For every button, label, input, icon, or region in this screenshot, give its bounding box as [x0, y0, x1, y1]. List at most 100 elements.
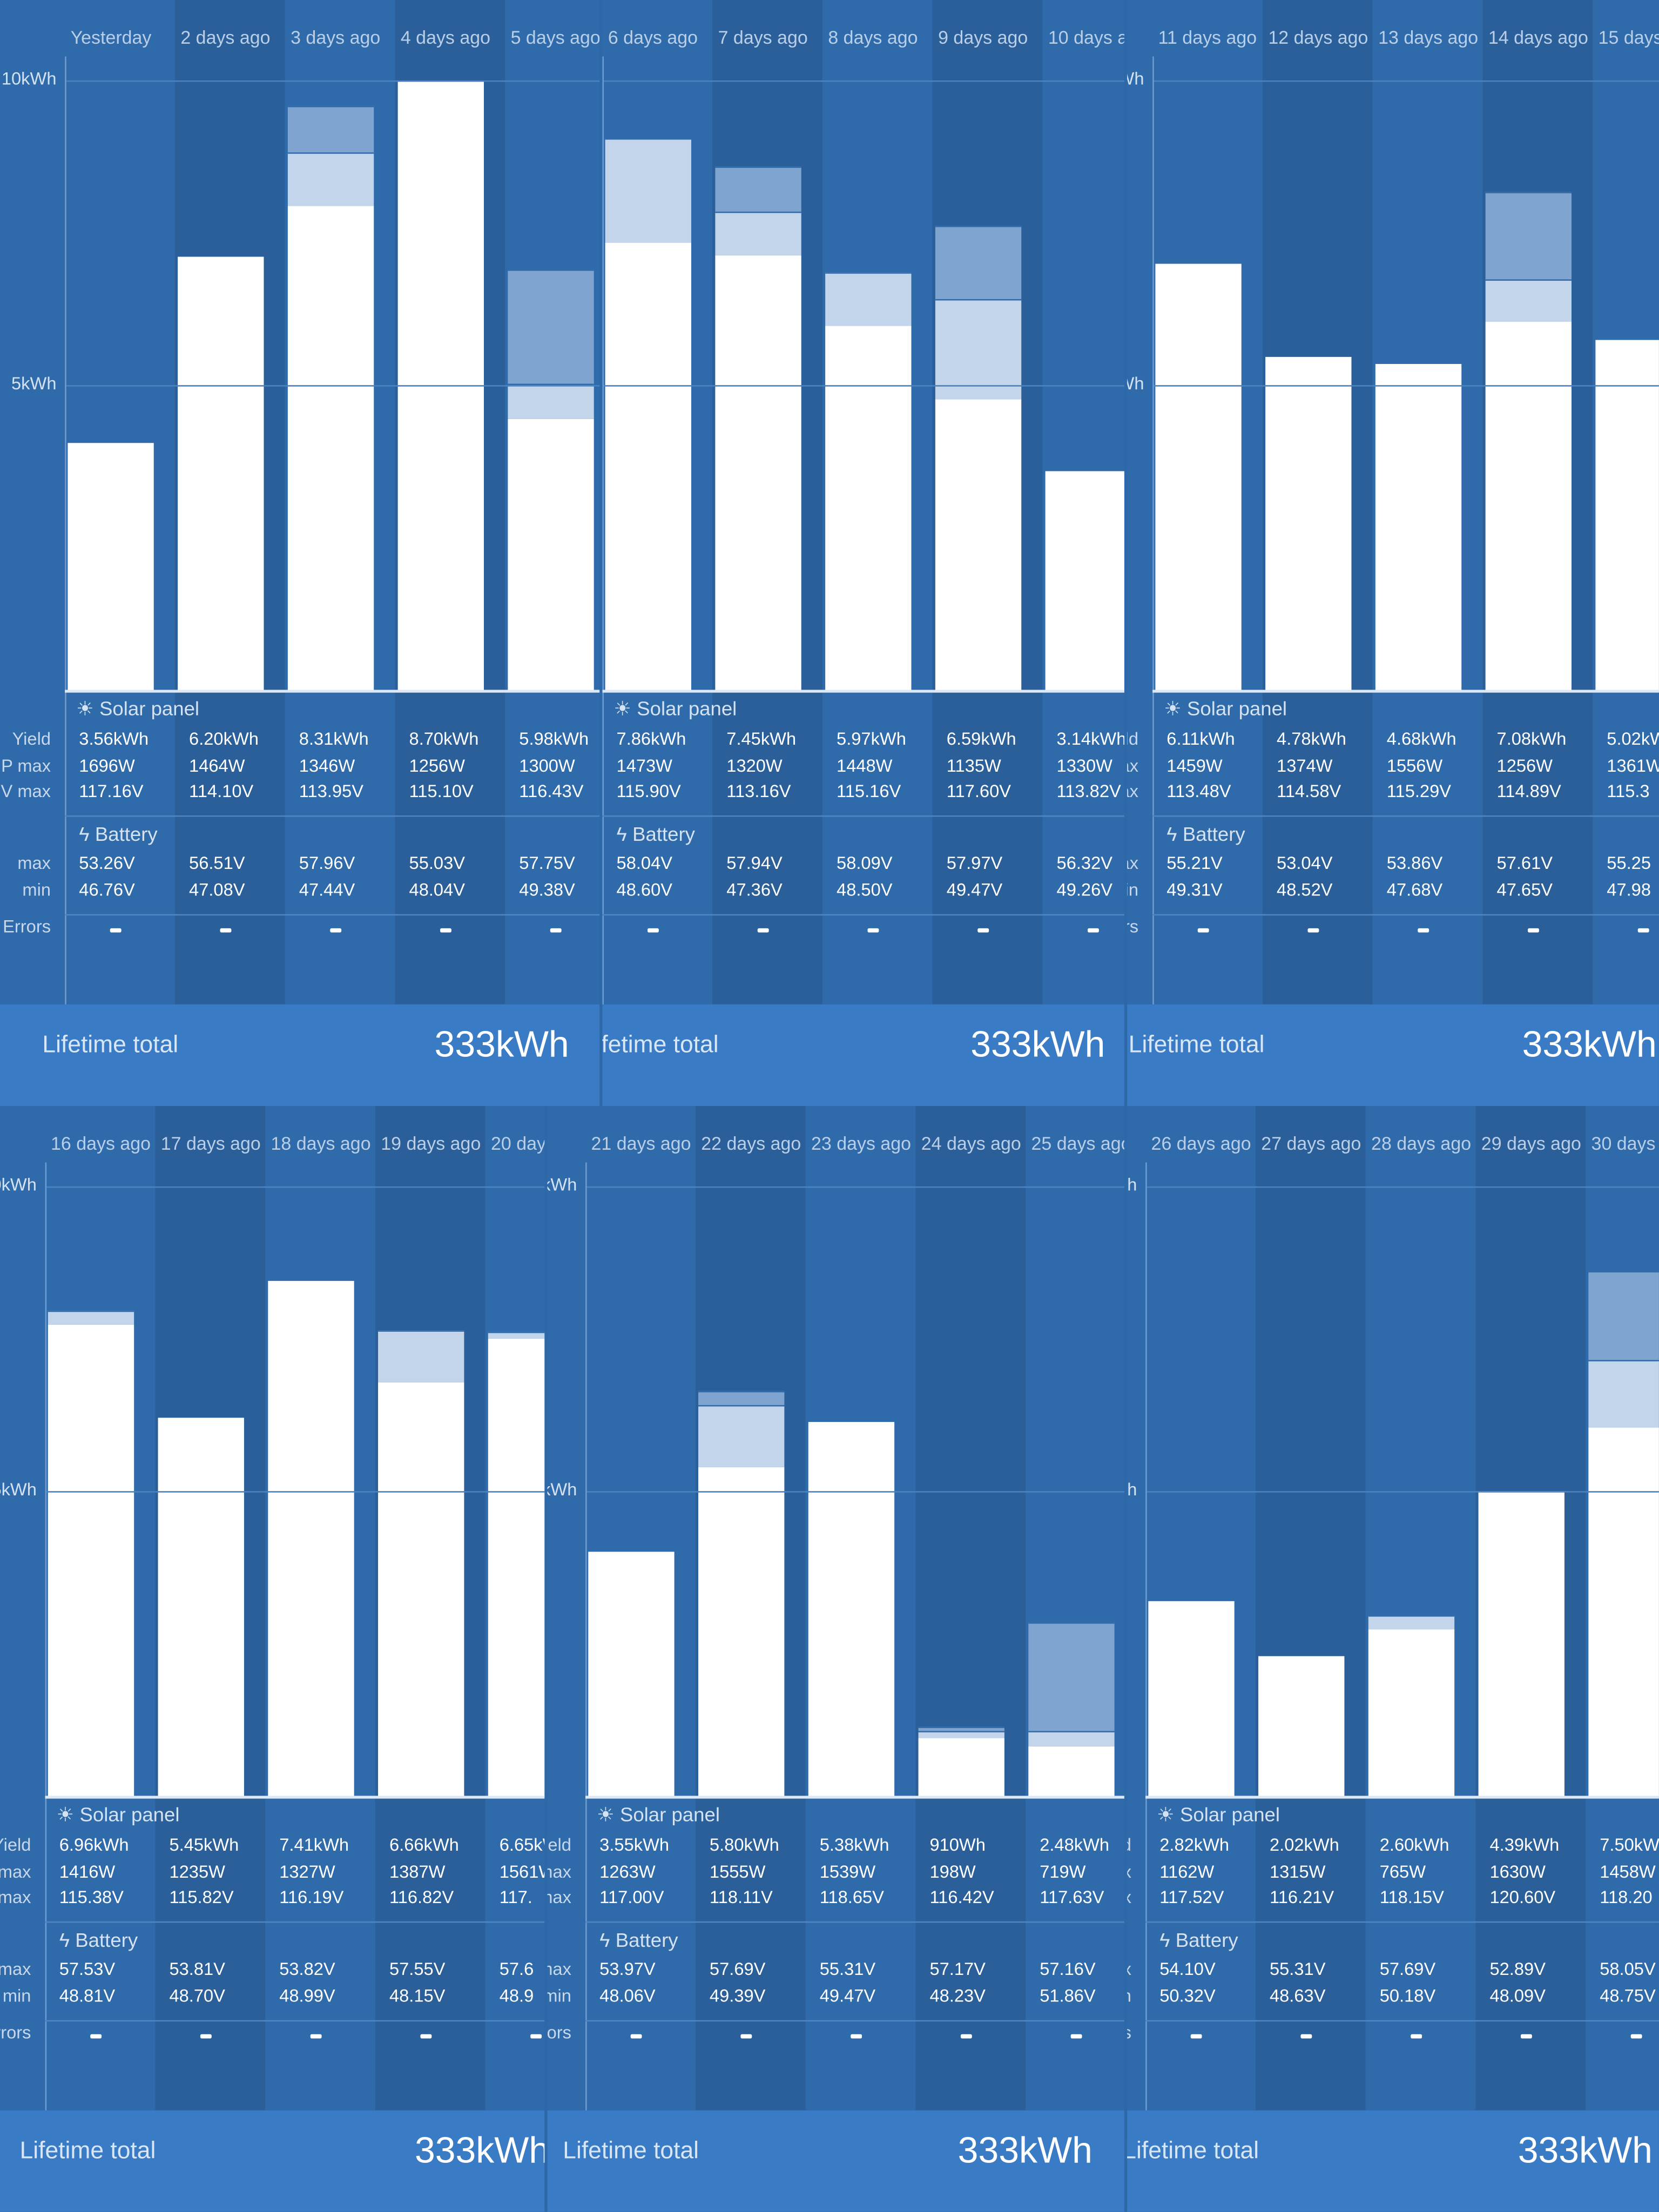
- yield-bar[interactable]: [488, 1331, 545, 1797]
- yield-value: 6.20kWh: [189, 729, 259, 750]
- yield-bar[interactable]: [1045, 471, 1124, 691]
- day-label: 7 days ago: [718, 26, 808, 48]
- yield-bar[interactable]: [287, 106, 374, 691]
- yield-bar[interactable]: [825, 272, 912, 691]
- yield-bar[interactable]: [1588, 1270, 1659, 1797]
- yield-bar-segment: [935, 399, 1022, 691]
- yield-bar[interactable]: [1155, 264, 1242, 691]
- day-label: 26 days ago: [1151, 1132, 1251, 1154]
- day-column[interactable]: 8 days ago 5.97kWh 1448W 115.16V 58.09V 48.50…: [822, 0, 933, 1004]
- day-column[interactable]: 20 days ago 6.65kWh 1561W 117. 57.6 48.9: [485, 1106, 545, 2110]
- day-column[interactable]: 26 days ago 2.82kWh 1162W 117.52V 54.10V 50.3…: [1145, 1106, 1256, 2110]
- day-column[interactable]: 22 days ago 5.80kWh 1555W 118.11V 57.69V 49.3…: [695, 1105, 806, 2110]
- yield-value: 2.02kWh: [1269, 1835, 1339, 1856]
- yield-bar[interactable]: [1368, 1615, 1455, 1797]
- day-column[interactable]: 13 days ago 4.68kWh 1556W 115.29V 53.86V 47.6…: [1373, 0, 1483, 1004]
- row-label-bmin: min: [2, 1986, 31, 2006]
- day-column[interactable]: 7 days ago 7.45kWh 1320W 113.16V 57.94V 47.36…: [712, 0, 822, 1004]
- day-column[interactable]: 10 days ago 3.14kWh 1330W 113.82V 56.32V 49.2…: [1042, 0, 1124, 1004]
- vmax-value: 117.16V: [79, 781, 144, 801]
- yield-bar[interactable]: [1478, 1491, 1564, 1797]
- yield-bar-segment: [287, 106, 374, 153]
- day-column[interactable]: 3 days ago 8.31kWh 1346W 113.95V 57.96V 47.44…: [285, 0, 395, 1004]
- yield-bar[interactable]: [268, 1280, 354, 1797]
- divider: [1145, 2020, 1659, 2022]
- row-label-vmax: V max: [1127, 1887, 1131, 1907]
- yield-bar[interactable]: [808, 1421, 895, 1797]
- bmax-value: 57.96V: [299, 853, 355, 873]
- yield-bar[interactable]: [1485, 191, 1572, 691]
- yield-bar[interactable]: [1258, 1656, 1345, 1797]
- bmax-value: 57.17V: [929, 1959, 986, 1979]
- day-column[interactable]: Yesterday 3.56kWh 1696W 117.16V 53.26V 46.76V: [65, 0, 175, 1004]
- day-column[interactable]: 4 days ago 8.70kWh 1256W 115.10V 55.03V 48.04…: [395, 0, 505, 1004]
- bmax-value: 53.26V: [79, 853, 135, 873]
- yield-value: 6.11kWh: [1166, 729, 1235, 750]
- day-label: 27 days ago: [1261, 1132, 1361, 1154]
- yield-bar[interactable]: [1265, 357, 1352, 691]
- yield-bar[interactable]: [508, 269, 594, 691]
- yield-bar-segment: [935, 226, 1022, 299]
- vmax-value: 116.43V: [519, 781, 584, 801]
- row-label-yield: Yield: [1127, 1835, 1131, 1855]
- day-column[interactable]: 9 days ago 6.59kWh 1135W 117.60V 57.97V 49.47…: [932, 0, 1043, 1004]
- bmax-value: 58.05V: [1600, 1959, 1656, 1979]
- day-column[interactable]: 16 days ago 6.96kWh 1416W 115.38V 57.53V 48.8…: [45, 1106, 156, 2110]
- yield-bar[interactable]: [178, 257, 264, 691]
- lightning-icon: ϟ: [79, 822, 95, 845]
- yield-bar[interactable]: [48, 1310, 134, 1797]
- yield-bar[interactable]: [715, 166, 801, 691]
- history-panel[interactable]: 26 days ago 2.82kWh 1162W 117.52V 54.10V 50.3…: [1127, 1105, 1659, 2212]
- history-panel[interactable]: 21 days ago 3.55kWh 1263W 117.00V 53.97V 48.0…: [547, 1105, 1124, 2212]
- errors-value: [310, 2034, 322, 2039]
- lifetime-total-bar: Lifetime total 333kWh: [1127, 2110, 1659, 2212]
- day-column[interactable]: 5 days ago 5.98kWh 1300W 116.43V 57.75V 49.38…: [505, 0, 599, 1004]
- day-column[interactable]: 23 days ago 5.38kWh 1539W 118.65V 55.31V 49.4…: [806, 1106, 916, 2110]
- yield-bar[interactable]: [68, 443, 154, 691]
- yield-bar[interactable]: [1028, 1622, 1115, 1797]
- day-column[interactable]: 28 days ago 2.60kWh 765W 118.15V 57.69V 50.18…: [1366, 1106, 1476, 2110]
- history-panel[interactable]: 6 days ago 7.86kWh 1473W 115.90V 58.04V 48.60…: [602, 0, 1124, 1106]
- day-column[interactable]: 24 days ago 910Wh 198W 116.42V 57.17V 48.23V: [915, 1105, 1026, 2110]
- yield-bar[interactable]: [1148, 1601, 1235, 1797]
- day-column[interactable]: 25 days ago 2.48kWh 719W 117.63V 57.16V 51.86…: [1026, 1106, 1124, 2110]
- day-column[interactable]: 14 days ago 7.08kWh 1256W 114.89V 57.61V 47.6…: [1482, 0, 1593, 1004]
- day-column[interactable]: 21 days ago 3.55kWh 1263W 117.00V 53.97V 48.0…: [585, 1106, 696, 2110]
- day-column[interactable]: 11 days ago 6.11kWh 1459W 113.48V 55.21V 49.3…: [1152, 0, 1263, 1004]
- lifetime-total-bar: Lifetime total 333kWh: [1127, 1004, 1659, 1106]
- yield-bar[interactable]: [918, 1727, 1004, 1797]
- day-column[interactable]: 12 days ago 4.78kWh 1374W 114.58V 53.04V 48.5…: [1262, 0, 1373, 1004]
- day-column[interactable]: 15 days ago 5.02kWh 1361W 115.3 55.25 47.98: [1593, 0, 1659, 1004]
- yield-bar[interactable]: [158, 1417, 244, 1797]
- history-panel[interactable]: 16 days ago 6.96kWh 1416W 115.38V 57.53V 48.8…: [0, 1105, 545, 2212]
- day-label: 9 days ago: [938, 26, 1028, 48]
- section-battery: ϟ Battery: [599, 1928, 678, 1951]
- history-panel[interactable]: 11 days ago 6.11kWh 1459W 113.48V 55.21V 49.3…: [1127, 0, 1659, 1106]
- day-column[interactable]: 30 days ago 7.50kWh 1458W 118.20 58.05V 48.75…: [1586, 1106, 1659, 2110]
- yield-bar[interactable]: [935, 226, 1022, 691]
- section-label: Battery: [95, 822, 158, 845]
- day-column[interactable]: 18 days ago 7.41kWh 1327W 116.19V 53.82V 48.9…: [265, 1106, 375, 2110]
- yield-bar[interactable]: [1595, 340, 1659, 691]
- pmax-value: 1458W: [1600, 1862, 1656, 1882]
- yield-bar[interactable]: [1375, 363, 1462, 691]
- pmax-value: 1416W: [59, 1862, 116, 1882]
- yield-bar[interactable]: [605, 138, 691, 691]
- day-column[interactable]: 2 days ago 6.20kWh 1464W 114.10V 56.51V 47.08…: [174, 0, 285, 1004]
- errors-value: [90, 2034, 102, 2039]
- bmin-value: 49.47V: [946, 880, 1003, 900]
- day-column[interactable]: 6 days ago 7.86kWh 1473W 115.90V 58.04V 48.60…: [602, 0, 712, 1004]
- day-column[interactable]: 19 days ago 6.66kWh 1387W 116.82V 57.55V 48.1…: [375, 1105, 485, 2110]
- day-column[interactable]: 29 days ago 4.39kWh 1630W 120.60V 52.89V 48.0…: [1475, 1105, 1586, 2110]
- yield-bar[interactable]: [588, 1551, 675, 1797]
- section-battery: ϟ Battery: [1166, 822, 1245, 845]
- history-panel[interactable]: Yesterday 3.56kWh 1696W 117.16V 53.26V 46.76V…: [0, 0, 600, 1106]
- yield-bar[interactable]: [698, 1390, 785, 1797]
- row-label-yield: Yield: [1127, 729, 1139, 750]
- day-column[interactable]: 27 days ago 2.02kWh 1315W 116.21V 55.31V 48.6…: [1255, 1105, 1366, 2110]
- divider: [1152, 815, 1659, 817]
- pmax-value: 1327W: [279, 1862, 335, 1882]
- yield-bar-segment: [698, 1405, 785, 1467]
- yield-bar[interactable]: [378, 1330, 464, 1797]
- day-column[interactable]: 17 days ago 5.45kWh 1235W 115.82V 53.81V 48.7…: [155, 1105, 266, 2110]
